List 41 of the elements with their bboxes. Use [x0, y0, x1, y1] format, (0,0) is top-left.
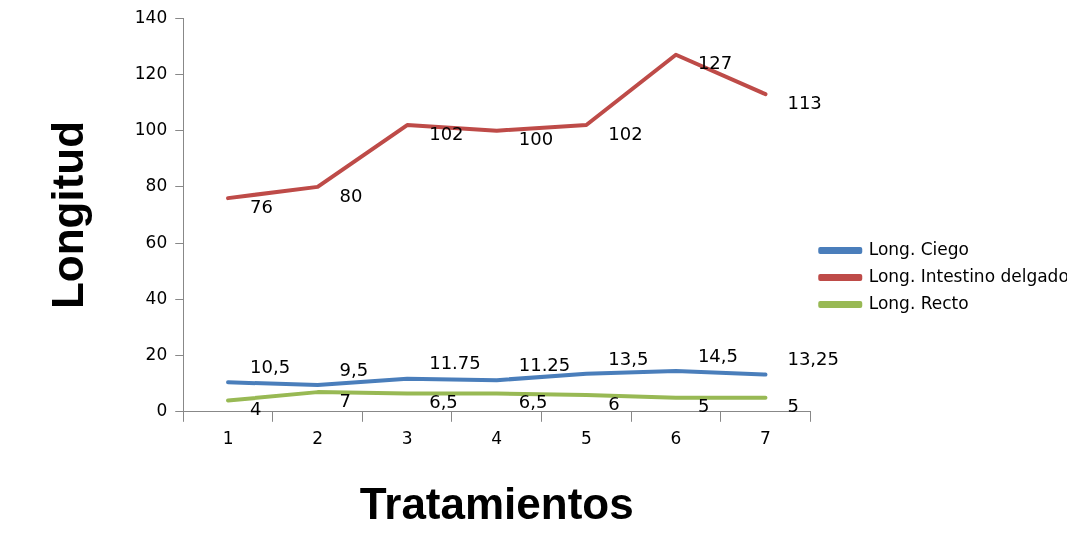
x-tick-label: 4 [491, 428, 503, 449]
data-label: 11.75 [429, 352, 481, 374]
data-label: 102 [608, 122, 643, 144]
x-tick-label: 3 [401, 428, 413, 449]
data-label: 9,5 [339, 358, 369, 380]
y-tick-label: 100 [134, 119, 168, 140]
data-label: 76 [250, 195, 273, 217]
data-label: 14,5 [697, 344, 738, 366]
y-tick-label: 60 [145, 231, 168, 252]
y-tick-label: 40 [145, 287, 168, 308]
y-axis-title: Longitud [42, 120, 92, 310]
data-label: 127 [697, 52, 733, 74]
legend-label: Long. Intestino delgado [868, 265, 1069, 286]
data-label: 100 [518, 128, 554, 150]
x-tick-label: 7 [760, 428, 771, 449]
data-label: 4 [250, 398, 262, 420]
x-tick-label: 2 [312, 428, 324, 449]
legend-label: Long. Ciego [868, 238, 969, 259]
data-label: 113 [787, 91, 822, 113]
data-label: 102 [429, 122, 464, 144]
data-label: 80 [339, 184, 363, 206]
data-label: 13,25 [787, 348, 839, 370]
x-tick-label: 1 [222, 428, 234, 449]
y-tick-label: 20 [145, 343, 168, 364]
legend-label: Long. Recto [868, 292, 969, 313]
data-label: 5 [697, 395, 710, 417]
y-tick-label: 0 [156, 400, 168, 421]
y-tick-label: 80 [145, 175, 168, 196]
x-tick-label: 6 [670, 428, 682, 449]
x-axis-title: Tratamientos [359, 478, 634, 528]
data-label: 6 [608, 392, 620, 414]
y-tick-label: 120 [134, 62, 168, 83]
data-label: 6,5 [429, 391, 458, 413]
data-label: 6,5 [518, 391, 548, 413]
data-label: 7 [339, 389, 352, 411]
data-label: 10,5 [250, 355, 291, 377]
data-label: 13,5 [608, 347, 649, 369]
x-tick-label: 5 [580, 428, 592, 449]
data-label: 5 [787, 395, 799, 417]
data-label: 11.25 [518, 353, 571, 375]
y-tick-label: 140 [134, 6, 168, 27]
